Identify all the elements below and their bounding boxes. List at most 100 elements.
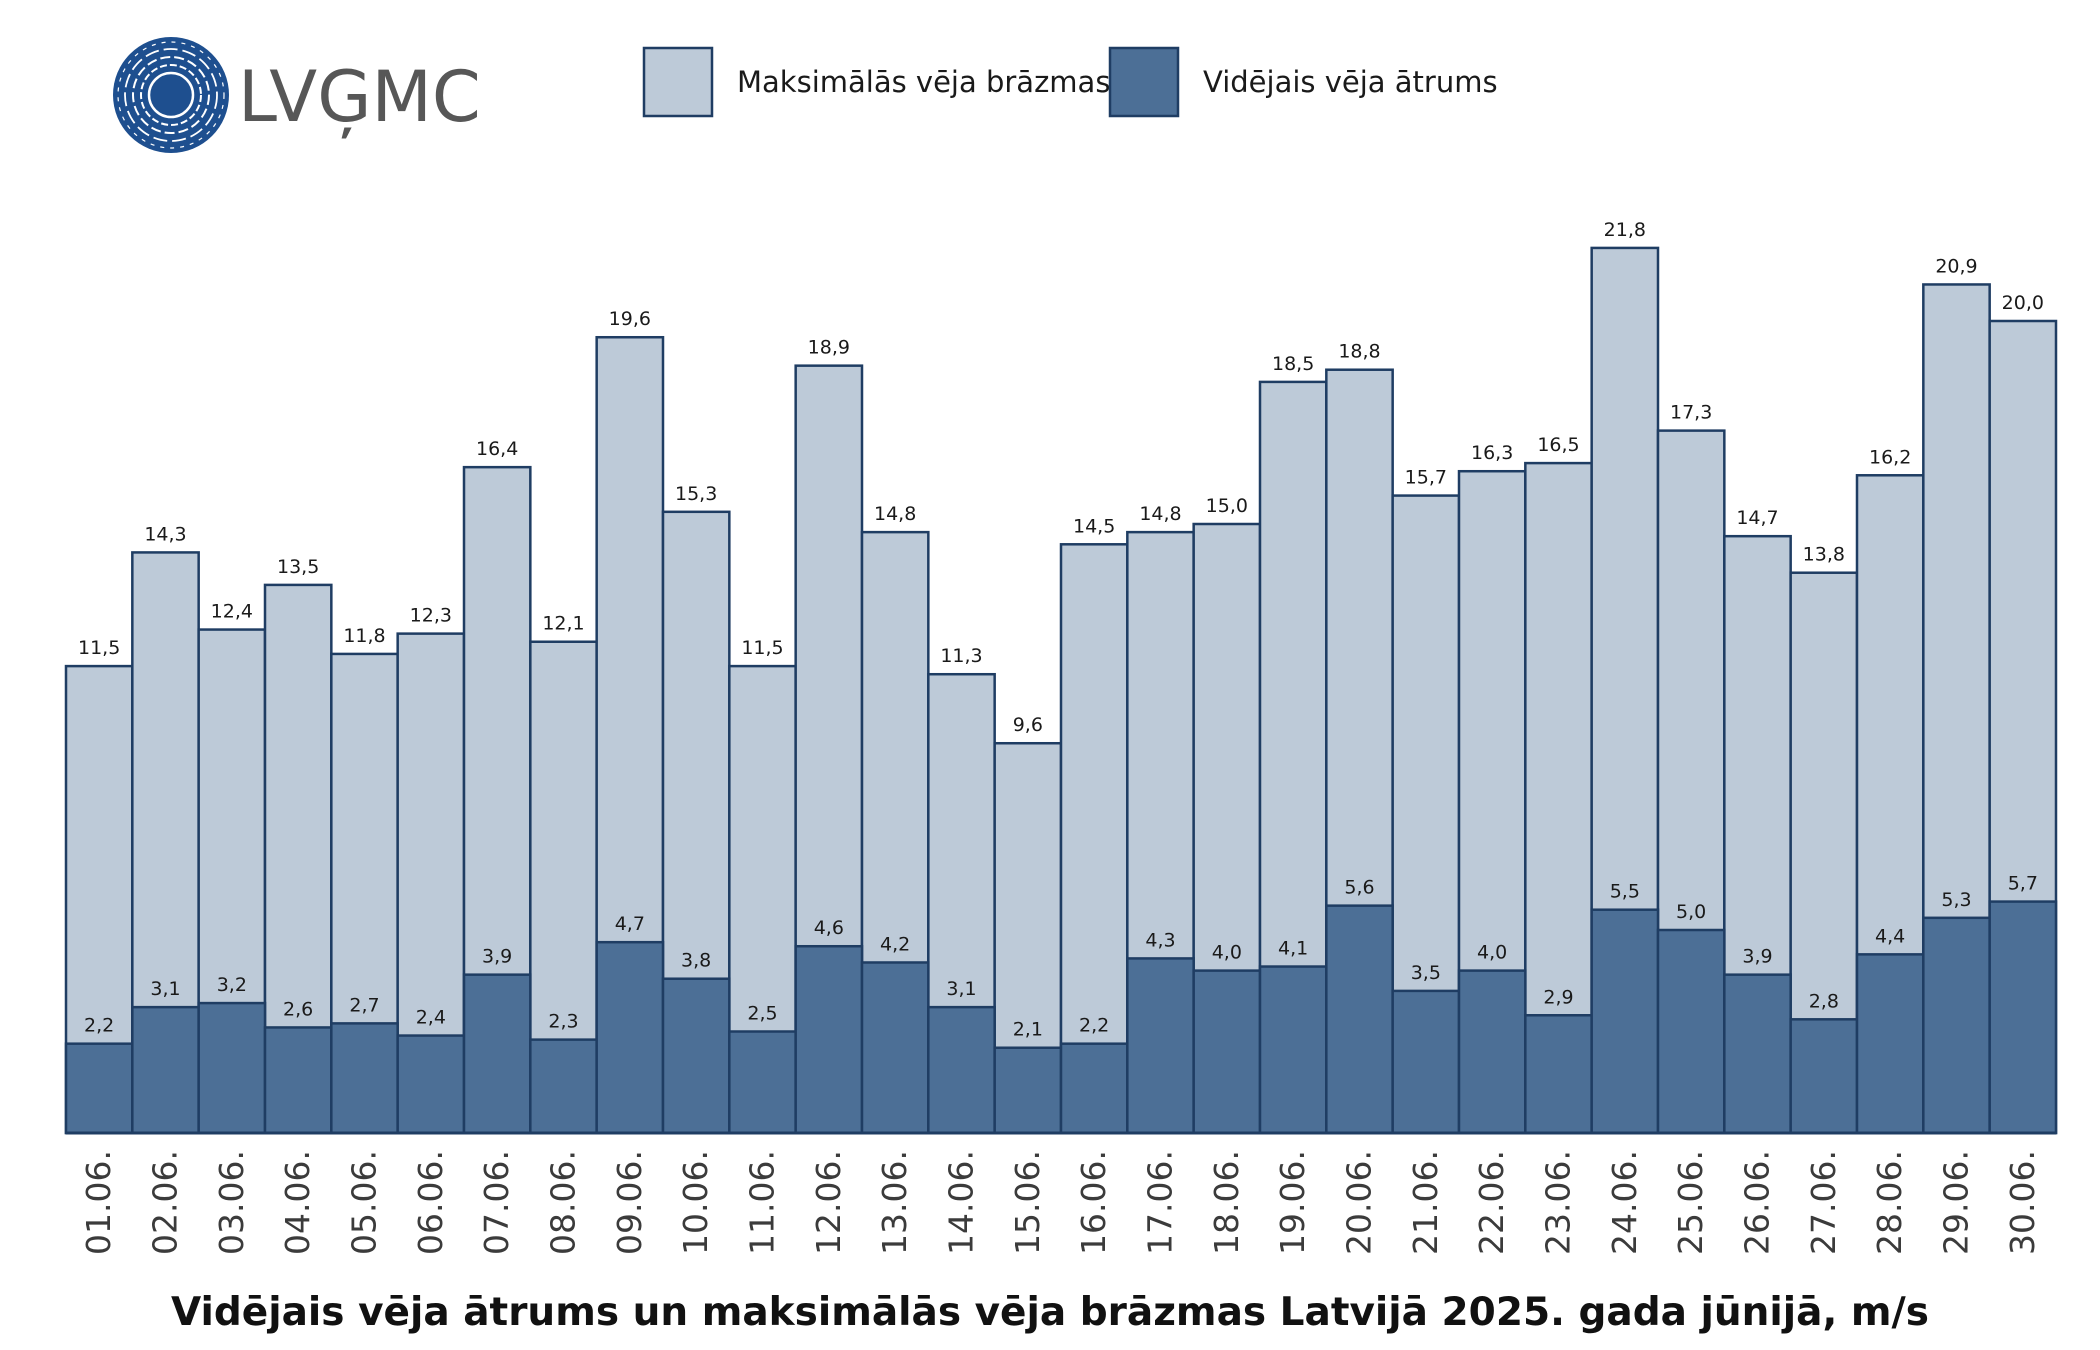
avg-speed-value-label: 5,6 xyxy=(1344,877,1374,899)
x-tick-label: 28.06. xyxy=(1870,1150,1909,1255)
avg-speed-bar xyxy=(595,940,665,1135)
x-tick-label: 15.06. xyxy=(1008,1150,1047,1255)
max-gust-value-label: 18,8 xyxy=(1338,341,1380,363)
avg-speed-bar xyxy=(1391,989,1461,1135)
x-tick-label: 09.06. xyxy=(610,1150,649,1255)
avg-speed-bar xyxy=(927,1005,996,1135)
max-gust-value-label: 13,5 xyxy=(277,556,319,578)
max-gust-value-labels: 11,5 14,3 12,4 13,5 11,8 12,3 16,4 12,1 19,6 15,3… xyxy=(78,219,2044,736)
avg-speed-bar xyxy=(64,1042,134,1135)
x-tick-label: 30.06. xyxy=(2003,1150,2042,1255)
avg-speed-bar xyxy=(131,1005,200,1135)
avg-speed-bar xyxy=(330,1022,399,1135)
x-tick-label: 11.06. xyxy=(743,1150,782,1255)
x-tick-label: 16.06. xyxy=(1074,1150,1113,1255)
avg-speed-bar xyxy=(1723,973,1792,1135)
avg-speed-bar xyxy=(1059,1042,1129,1135)
max-gust-value-label: 11,3 xyxy=(940,645,982,667)
x-tick-label: 07.06. xyxy=(477,1150,516,1255)
avg-speed-value-label: 2,3 xyxy=(548,1011,578,1033)
x-tick-label: 03.06. xyxy=(212,1150,251,1255)
avg-speed-value-label: 3,9 xyxy=(482,946,512,968)
x-tick-label: 19.06. xyxy=(1273,1150,1312,1255)
x-tick-label: 18.06. xyxy=(1207,1150,1246,1255)
avg-speed-bar xyxy=(1922,916,1991,1135)
avg-speed-bar xyxy=(529,1038,598,1135)
legend: Maksimālās vēja brāzmas Vidējais vēja āt… xyxy=(642,46,1498,118)
avg-speed-bar xyxy=(462,973,532,1135)
avg-speed-bar xyxy=(1457,969,1527,1135)
avg-speed-value-label: 2,2 xyxy=(84,1015,114,1037)
max-gust-value-label: 15,3 xyxy=(675,483,717,505)
logo: LVĢMC xyxy=(113,37,481,153)
avg-speed-bar xyxy=(1325,904,1394,1135)
avg-speed-value-label: 2,5 xyxy=(747,1003,777,1025)
legend-swatch-max-gusts xyxy=(642,46,714,118)
avg-speed-value-label: 4,7 xyxy=(615,913,645,935)
x-tick-label: 04.06. xyxy=(278,1150,317,1255)
max-gust-value-label: 16,4 xyxy=(476,438,518,460)
avg-speed-value-label: 4,2 xyxy=(880,933,910,955)
avg-speed-bars xyxy=(64,900,2058,1135)
avg-speed-bar xyxy=(197,1001,267,1135)
avg-speed-bar xyxy=(1126,957,1195,1135)
max-gust-value-label: 14,8 xyxy=(874,503,916,525)
avg-speed-value-label: 4,1 xyxy=(1278,938,1308,960)
legend-swatch-avg-speed xyxy=(1108,46,1180,118)
max-gust-value-label: 14,5 xyxy=(1073,515,1115,537)
x-tick-label: 27.06. xyxy=(1804,1150,1843,1255)
x-tick-label: 23.06. xyxy=(1539,1150,1578,1255)
x-tick-label: 02.06. xyxy=(146,1150,185,1255)
chart-title: Vidējais vēja ātrums un maksimālās vēja … xyxy=(171,1290,1929,1335)
avg-speed-bar xyxy=(1855,953,1925,1135)
avg-speed-value-label: 4,3 xyxy=(1145,929,1175,951)
x-tick-label: 20.06. xyxy=(1340,1150,1379,1255)
max-gust-value-label: 17,3 xyxy=(1670,402,1712,424)
avg-speed-bar xyxy=(396,1034,466,1135)
x-tick-label: 29.06. xyxy=(1937,1150,1976,1255)
max-gust-value-label: 14,3 xyxy=(144,523,186,545)
max-gust-value-label: 12,4 xyxy=(211,601,253,623)
avg-speed-bar xyxy=(794,944,864,1135)
avg-speed-value-label: 3,8 xyxy=(681,950,711,972)
avg-speed-value-label: 2,7 xyxy=(349,994,379,1016)
avg-speed-bar xyxy=(1524,1014,1593,1135)
max-gust-value-label: 14,8 xyxy=(1139,503,1181,525)
avg-speed-bar xyxy=(1789,1018,1859,1135)
max-gust-value-label: 20,0 xyxy=(2002,292,2044,314)
avg-speed-value-label: 4,4 xyxy=(1875,925,1905,947)
legend-label-avg-speed: Vidējais vēja ātrums xyxy=(1203,65,1498,99)
x-tick-label: 14.06. xyxy=(942,1150,981,1255)
max-gust-value-label: 19,6 xyxy=(609,308,651,330)
x-tick-label: 21.06. xyxy=(1406,1150,1445,1255)
legend-label-max-gusts: Maksimālās vēja brāzmas xyxy=(737,65,1110,99)
max-gust-value-label: 11,5 xyxy=(78,637,120,659)
max-gust-value-label: 20,9 xyxy=(1935,255,1977,277)
max-gust-value-label: 12,3 xyxy=(410,605,452,627)
max-gust-value-label: 21,8 xyxy=(1604,219,1646,241)
max-gust-value-label: 13,8 xyxy=(1803,544,1845,566)
avg-speed-value-label: 5,7 xyxy=(2008,873,2038,895)
max-gust-value-label: 11,8 xyxy=(343,625,385,647)
avg-speed-bar xyxy=(728,1030,797,1135)
max-gust-value-label: 16,3 xyxy=(1471,442,1513,464)
x-tick-label: 05.06. xyxy=(345,1150,384,1255)
avg-speed-value-label: 2,2 xyxy=(1079,1015,1109,1037)
avg-speed-value-label: 3,2 xyxy=(217,974,247,996)
avg-speed-bar xyxy=(1258,965,1328,1135)
max-gust-value-label: 12,1 xyxy=(542,613,584,635)
avg-speed-value-label: 3,9 xyxy=(1742,946,1772,968)
avg-speed-bar xyxy=(263,1026,333,1135)
x-tick-label: 10.06. xyxy=(676,1150,715,1255)
max-gust-value-label: 16,5 xyxy=(1537,434,1579,456)
x-tick-label: 24.06. xyxy=(1605,1150,1644,1255)
avg-speed-value-labels: 2,2 3,1 3,2 2,6 2,7 2,4 3,9 2,3 4,7 3,8 2,5 4,6 4,2 3… xyxy=(84,873,2038,1041)
avg-speed-value-label: 2,6 xyxy=(283,998,313,1020)
avg-speed-bar xyxy=(860,961,930,1135)
avg-speed-value-label: 2,8 xyxy=(1809,990,1839,1012)
x-tick-label: 08.06. xyxy=(544,1150,583,1255)
max-gust-value-label: 9,6 xyxy=(1013,714,1043,736)
max-gust-value-label: 14,7 xyxy=(1736,507,1778,529)
avg-speed-value-label: 5,3 xyxy=(1941,889,1971,911)
